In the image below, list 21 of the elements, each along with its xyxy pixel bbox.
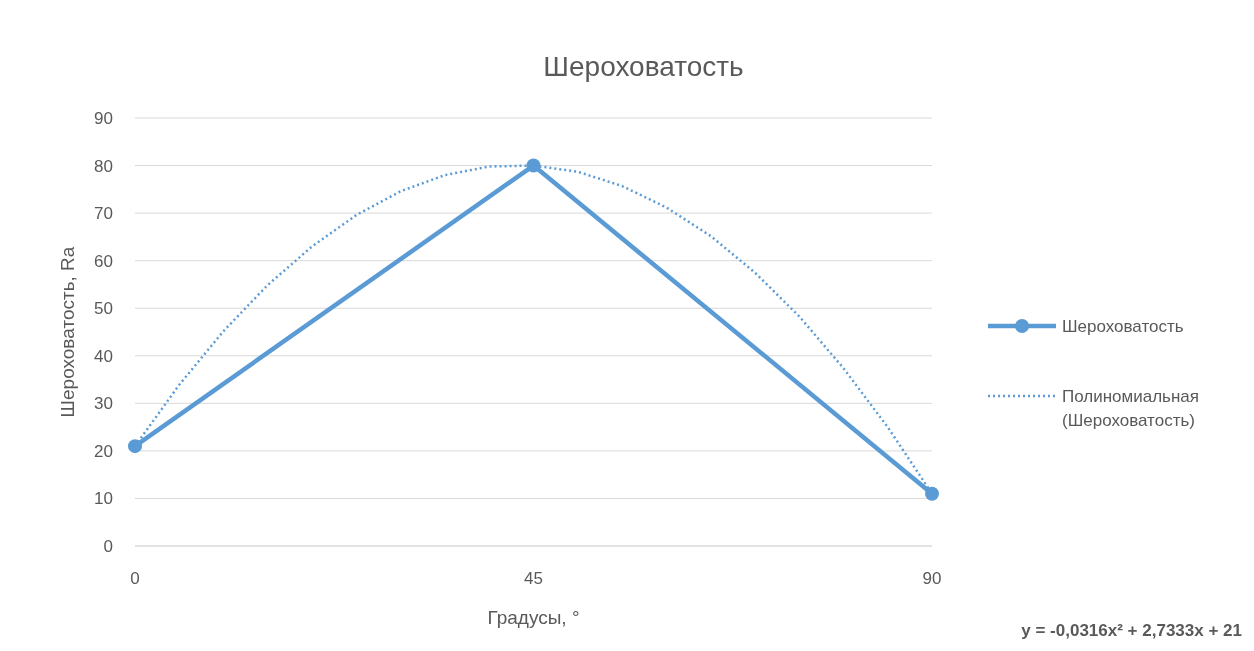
y-tick-label: 0 — [103, 537, 113, 556]
legend-label: Полиномиальная (Шероховатость) — [1062, 387, 1200, 430]
x-tick-label: 45 — [524, 569, 543, 588]
y-tick-label: 20 — [94, 441, 113, 461]
x-axis-title: Градусы, ° — [487, 607, 580, 628]
x-tick-label: 0 — [130, 569, 140, 588]
y-tick-label: 80 — [94, 156, 113, 176]
x-tick-label: 90 — [922, 569, 942, 588]
point — [925, 486, 939, 501]
y-tick-label: 60 — [94, 251, 113, 271]
y-tick-label: 70 — [94, 204, 113, 224]
y-tick-label: 30 — [94, 394, 113, 414]
point — [128, 439, 142, 454]
y-axis-title: Шероховатость, Ra — [57, 246, 78, 418]
y-tick-label: 40 — [94, 346, 113, 366]
text: y = -0,0316x² + 2,7333x + 21 — [1021, 621, 1242, 640]
y-tick-label: 10 — [94, 489, 113, 509]
y-tick-label: 90 — [94, 109, 113, 128]
y-tick-label: 50 — [94, 299, 113, 319]
legend-label: Шероховатость — [1062, 317, 1184, 336]
chart-title: Шероховатость — [543, 51, 744, 82]
